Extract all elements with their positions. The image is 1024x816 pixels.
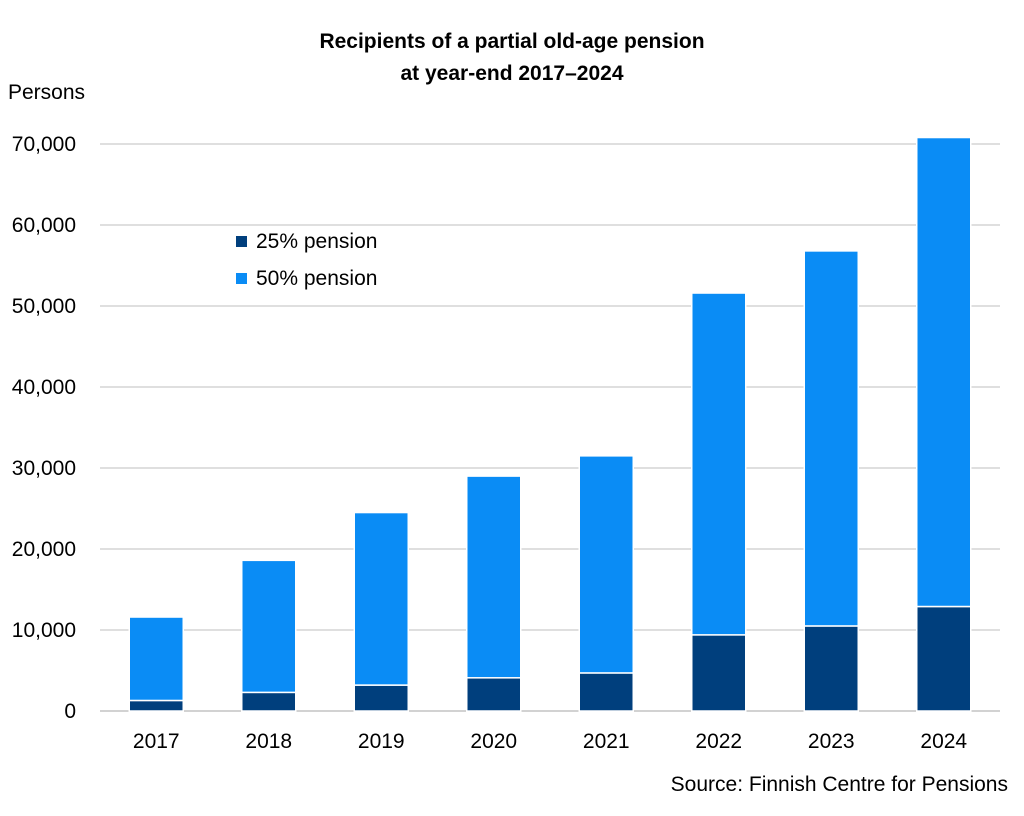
legend-label-50pct: 50% pension — [256, 267, 377, 290]
bar-25pct-2024 — [916, 605, 972, 712]
bar-25pct-2019 — [353, 684, 409, 712]
gridlines — [100, 143, 1000, 712]
y-tick-label: 60,000 — [12, 214, 76, 237]
x-tick-label: 2021 — [583, 730, 630, 753]
bar-50pct-2024 — [916, 136, 972, 608]
legend-swatch-25pct — [236, 236, 247, 247]
x-tick-label: 2022 — [695, 730, 742, 753]
bar-50pct-2022 — [691, 292, 747, 636]
bar-50pct-2019 — [353, 511, 409, 686]
bar-25pct-2023 — [803, 625, 859, 712]
y-tick-label: 0 — [64, 700, 76, 723]
bar-50pct-2020 — [466, 475, 522, 679]
source-note: Source: Finnish Centre for Pensions — [671, 773, 1008, 796]
y-tick-label: 20,000 — [12, 538, 76, 561]
y-axis-label: Persons — [8, 81, 85, 104]
bars — [128, 136, 972, 712]
bar-25pct-2020 — [466, 677, 522, 712]
y-tick-label: 50,000 — [12, 295, 76, 318]
chart-title-line2: at year-end 2017–2024 — [401, 62, 624, 85]
bar-25pct-2021 — [578, 672, 634, 712]
y-tick-label: 70,000 — [12, 133, 76, 156]
y-tick-label: 10,000 — [12, 619, 76, 642]
x-tick-label: 2020 — [470, 730, 517, 753]
bar-50pct-2017 — [128, 616, 184, 702]
x-tick-labels: 2017 2018 2019 2020 2021 2022 2023 2024 — [133, 730, 968, 753]
x-tick-label: 2019 — [358, 730, 405, 753]
bar-25pct-2017 — [128, 699, 184, 712]
bar-50pct-2023 — [803, 250, 859, 627]
bar-25pct-2018 — [241, 691, 297, 712]
x-tick-label: 2018 — [245, 730, 292, 753]
legend-label-25pct: 25% pension — [256, 230, 377, 253]
bar-50pct-2018 — [241, 559, 297, 694]
x-tick-label: 2024 — [920, 730, 967, 753]
legend-swatch-50pct — [236, 273, 247, 284]
y-tick-label: 40,000 — [12, 376, 76, 399]
x-tick-label: 2023 — [808, 730, 855, 753]
bar-25pct-2022 — [691, 634, 747, 712]
y-tick-labels: 0 10,000 20,000 30,000 40,000 50,000 60,000 70,… — [12, 133, 76, 723]
bar-50pct-2021 — [578, 455, 634, 674]
x-tick-label: 2017 — [133, 730, 180, 753]
y-tick-label: 30,000 — [12, 457, 76, 480]
chart-title-line1: Recipients of a partial old-age pension — [319, 30, 704, 53]
legend: 25% pension 50% pension — [236, 230, 377, 290]
